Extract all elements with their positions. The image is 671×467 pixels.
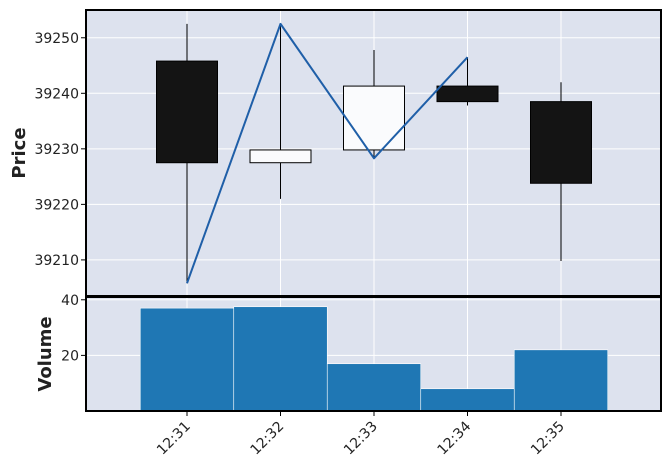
volume-bar: [139, 307, 235, 412]
x-tick-label: 12:35: [528, 419, 568, 459]
x-axis: 12:31 12:32 12:33 12:34 12:35: [154, 411, 568, 458]
candle-body: [156, 60, 218, 164]
price-line-series: [186, 22, 469, 284]
price-tick-label: 39250: [34, 31, 79, 47]
price-tick-label: 39240: [34, 86, 79, 102]
price-tick-label: 39230: [34, 142, 79, 158]
price-panel: 39210 39220 39230 39240 39250: [34, 9, 662, 297]
candle: [530, 82, 592, 262]
x-tick-label: 12:33: [341, 419, 381, 459]
price-axis-label: Price: [9, 127, 30, 178]
candle: [343, 49, 405, 159]
candle: [156, 23, 218, 284]
volume-tick-label: 40: [61, 293, 79, 309]
x-tick-label: 12:34: [434, 418, 474, 458]
candle-body: [530, 101, 592, 184]
candle: [249, 23, 312, 199]
volume-bar: [233, 306, 328, 412]
price-tick-label: 39220: [34, 197, 79, 213]
volume-tick-label: 20: [61, 348, 79, 364]
volume-axis-label: Volume: [35, 316, 56, 391]
candle-body: [343, 85, 405, 151]
volume-bar: [326, 363, 422, 412]
candle-body: [249, 149, 312, 164]
price-tick-label: 39210: [34, 253, 79, 269]
x-tick-label: 12:32: [247, 419, 287, 459]
candle: [436, 57, 499, 106]
x-tick-label: 12:31: [154, 419, 194, 459]
volume-bar: [513, 349, 609, 412]
volume-bar: [420, 388, 515, 412]
candle-body: [436, 85, 499, 103]
